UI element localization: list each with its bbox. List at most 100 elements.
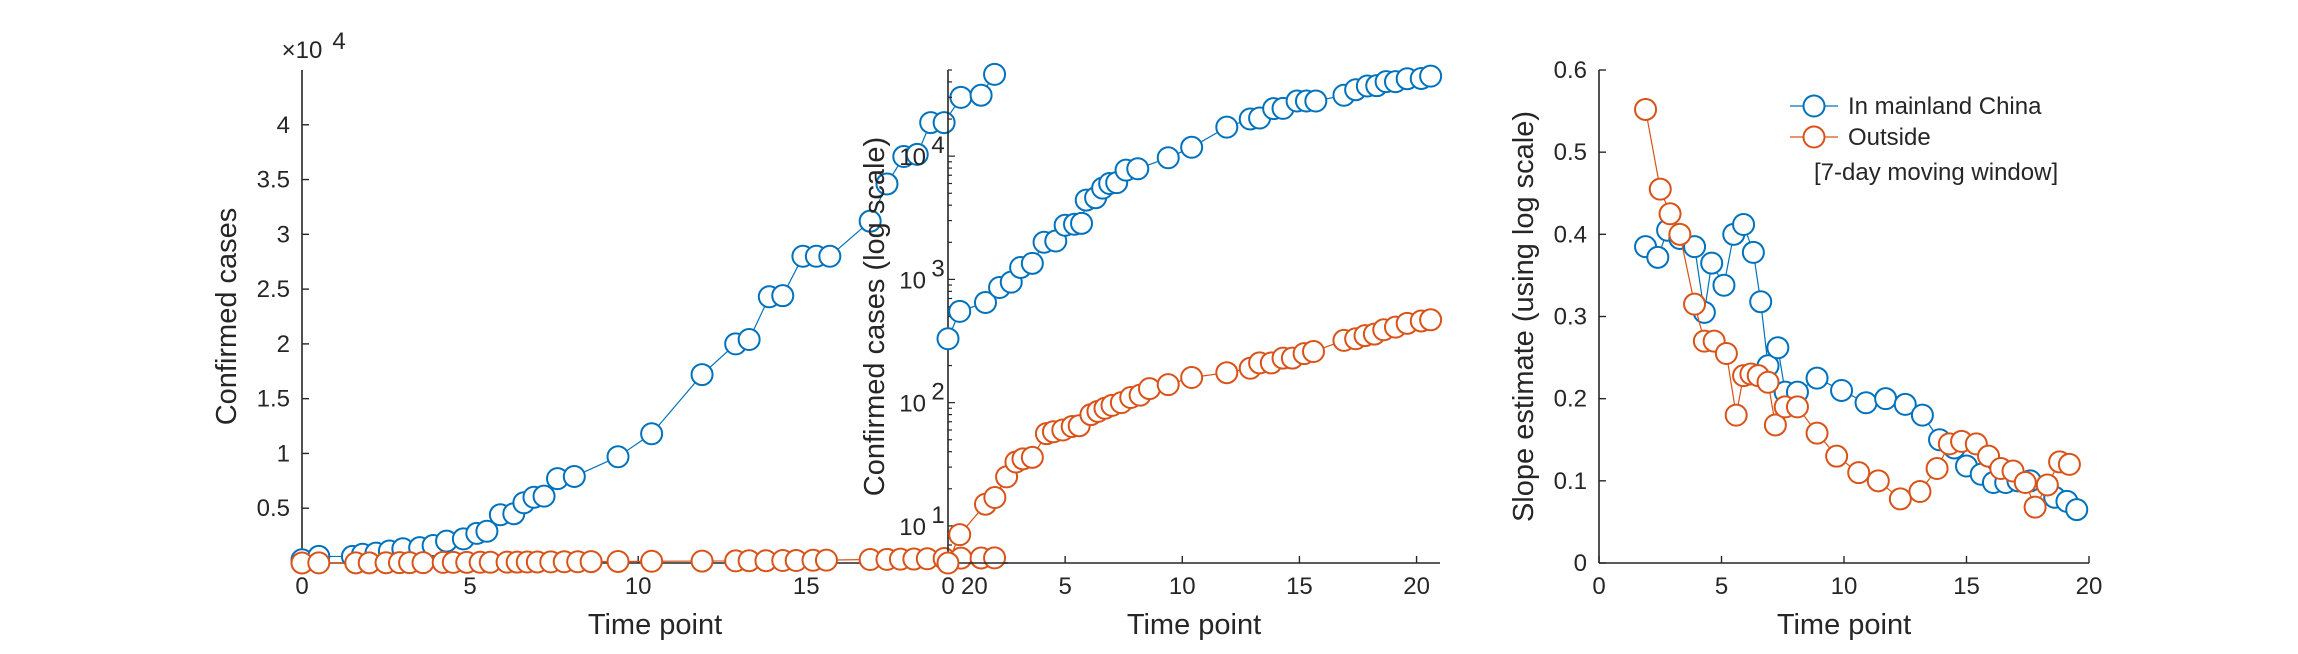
series-0-point xyxy=(737,328,761,352)
y-tick-label: 0.2 xyxy=(1554,386,1587,413)
series-0-point xyxy=(1646,245,1670,269)
series-0-line xyxy=(947,75,1431,339)
x-tick-label: 20 xyxy=(2076,573,2103,600)
series-0-point xyxy=(1741,240,1765,264)
series-1-point xyxy=(1888,487,1912,511)
legend-marker-0 xyxy=(1802,94,1826,118)
series-1-point xyxy=(948,523,972,547)
y-tick-label: 1.5 xyxy=(257,386,290,413)
series-1-point xyxy=(1724,403,1748,427)
series-0-point xyxy=(1805,366,1829,390)
y-tick-label: 2 xyxy=(277,331,290,358)
series-1-point xyxy=(2057,452,2081,476)
series-0-point xyxy=(1683,235,1707,259)
series-1-point xyxy=(1020,445,1044,469)
series-0-point xyxy=(562,464,586,488)
series-0-point xyxy=(606,445,630,469)
series-1-point xyxy=(690,549,714,573)
x-tick-label: 0 xyxy=(941,573,954,600)
x-tick-label: 0 xyxy=(295,573,308,600)
series-0-point xyxy=(2065,498,2089,522)
series-0-point xyxy=(640,422,664,446)
series-1-point xyxy=(2013,470,2037,494)
series-1-point xyxy=(1156,373,1180,397)
x-tick-label: 5 xyxy=(1058,573,1071,600)
series-1-point xyxy=(606,549,630,573)
series-0-point xyxy=(818,244,842,268)
series-1-point xyxy=(1658,202,1682,226)
series-0-point xyxy=(1854,391,1878,415)
y-tick-exponent: 1 xyxy=(931,502,944,529)
legend-label-1: Outside xyxy=(1848,124,1931,151)
x-tick-label: 20 xyxy=(961,573,988,600)
x-tick-label: 15 xyxy=(1953,573,1980,600)
series-1-point xyxy=(1683,292,1707,316)
series-0-point xyxy=(1419,64,1443,88)
series-0-point xyxy=(532,484,556,508)
series-0-point xyxy=(1156,146,1180,170)
series-0-point xyxy=(875,172,899,196)
y-tick-label: 10 xyxy=(899,144,926,171)
series-1-point xyxy=(411,551,435,575)
y-exponent-power: 4 xyxy=(332,28,345,55)
series-1-point xyxy=(1301,340,1325,364)
x-tick-label: 0 xyxy=(1592,573,1605,600)
series-1-point xyxy=(1648,177,1672,201)
legend-marker-1 xyxy=(1802,125,1826,149)
series-1-point xyxy=(579,550,603,574)
y-tick-label: 0.6 xyxy=(1554,57,1587,84)
y-tick-label: 2.5 xyxy=(257,276,290,303)
y-tick-label: 10 xyxy=(899,391,926,418)
y-axis-label: Confirmed cases xyxy=(211,208,243,426)
series-0-point xyxy=(1910,403,1934,427)
x-tick-label: 5 xyxy=(1715,573,1728,600)
series-1-point xyxy=(2023,495,2047,519)
x-tick-label: 15 xyxy=(793,573,820,600)
y-tick-label: 0.4 xyxy=(1554,221,1587,248)
x-tick-label: 5 xyxy=(463,573,476,600)
x-tick-label: 20 xyxy=(1403,573,1430,600)
series-0-point xyxy=(1070,211,1094,235)
y-tick-label: 3 xyxy=(277,221,290,248)
series-0-point xyxy=(969,83,993,107)
series-1-point xyxy=(640,549,664,573)
series-0-point xyxy=(948,299,972,323)
series-0-point xyxy=(1830,378,1854,402)
series-0-point xyxy=(1020,251,1044,275)
series-0-point xyxy=(1304,89,1328,113)
series-1-point xyxy=(1908,480,1932,504)
series-0-point xyxy=(1700,251,1724,275)
series-0-point xyxy=(1732,212,1756,236)
y-tick-label: 0.3 xyxy=(1554,304,1587,331)
series-1-point xyxy=(1756,370,1780,394)
y-tick-exponent: 2 xyxy=(931,379,944,406)
y-tick-exponent: 4 xyxy=(931,132,944,159)
series-0-point xyxy=(1874,387,1898,411)
series-0-point xyxy=(1749,290,1773,314)
series-1-point xyxy=(1825,444,1849,468)
series-0-point xyxy=(932,111,956,135)
series-1-point xyxy=(1634,97,1658,121)
y-tick-label: 3.5 xyxy=(257,167,290,194)
series-0-point xyxy=(771,284,795,308)
series-1-point xyxy=(1866,469,1890,493)
series-1-point xyxy=(1180,365,1204,389)
y-tick-label: 1 xyxy=(277,440,290,467)
series-1-line xyxy=(947,319,1431,564)
legend-note: [7-day moving window] xyxy=(1814,159,2058,186)
series-0-point xyxy=(1215,115,1239,139)
series-1-point xyxy=(983,546,1007,570)
x-axis-label: Time point xyxy=(1127,609,1261,641)
x-tick-label: 15 xyxy=(1286,573,1313,600)
series-1-point xyxy=(814,548,838,572)
series-1-point xyxy=(1925,457,1949,481)
y-tick-exponent: 3 xyxy=(931,255,944,282)
x-tick-label: 10 xyxy=(1831,573,1858,600)
series-1-point xyxy=(1785,395,1809,419)
series-1-point xyxy=(307,551,331,575)
x-tick-label: 10 xyxy=(625,573,652,600)
series-1-point xyxy=(2035,473,2059,497)
